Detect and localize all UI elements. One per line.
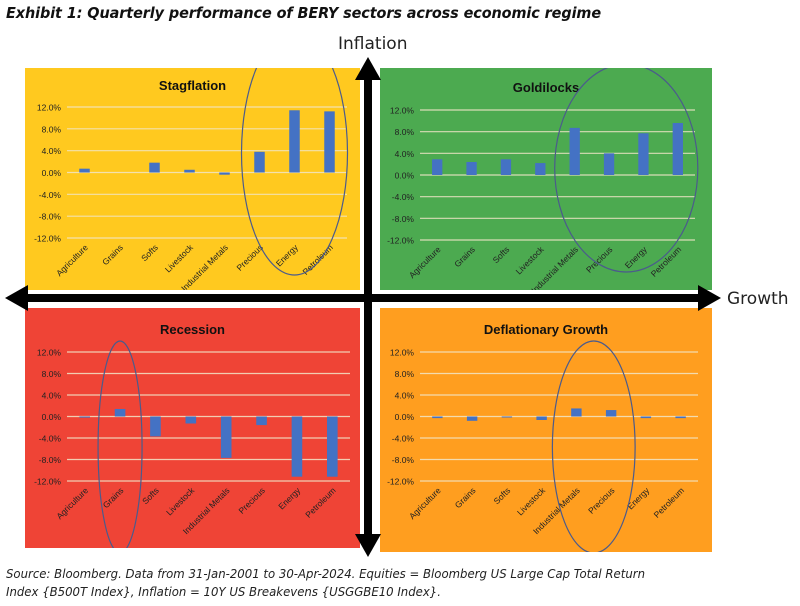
- y-tick-label: -8.0%: [39, 455, 62, 465]
- bar-softs: [150, 416, 161, 437]
- exhibit-title: Exhibit 1: Quarterly performance of BERY…: [6, 4, 602, 22]
- y-tick-label: 0.0%: [395, 412, 415, 422]
- y-tick-label: -12.0%: [34, 234, 61, 244]
- bar-petroleum: [675, 416, 686, 419]
- highlight-ellipse: [97, 340, 143, 548]
- bar-grains: [114, 408, 126, 417]
- goldilocks-title: Goldilocks: [513, 80, 579, 95]
- bar-livestock: [185, 416, 197, 424]
- bar-softs: [501, 416, 513, 418]
- bar-petroleum: [327, 416, 338, 477]
- goldilocks-panel: Goldilocks 12.0% 8.0% 4.0% 0.0% -4.0% -8.0% -12…: [380, 68, 712, 290]
- bar-industrial-metals: [571, 408, 582, 417]
- y-tick-label: 8.0%: [395, 127, 415, 137]
- vertical-axis-shaft: [364, 76, 372, 538]
- y-tick-label: -4.0%: [392, 434, 415, 444]
- bar-petroleum: [324, 111, 335, 173]
- bar-energy: [289, 110, 300, 173]
- highlight-ellipse: [554, 68, 699, 273]
- y-tick-label: 4.0%: [395, 149, 415, 159]
- goldilocks-background: [380, 68, 712, 290]
- y-tick-label: -12.0%: [387, 236, 414, 246]
- y-tick-label: 4.0%: [42, 146, 62, 156]
- y-tick-label: 12.0%: [37, 348, 62, 358]
- y-tick-label: -8.0%: [392, 455, 415, 465]
- y-tick-label: 8.0%: [395, 369, 415, 379]
- bar-energy: [638, 133, 649, 175]
- bar-agriculture: [79, 168, 90, 173]
- source-line-2: Index {B500T Index}, Inflation = 10Y US …: [6, 584, 441, 599]
- goldilocks-chart: Goldilocks 12.0% 8.0% 4.0% 0.0% -4.0% -8.0% -12…: [380, 68, 712, 290]
- deflationary_growth-background: [380, 308, 712, 552]
- y-tick-label: 4.0%: [42, 391, 62, 401]
- y-tick-label: -8.0%: [392, 214, 415, 224]
- y-tick-label: 12.0%: [390, 348, 415, 358]
- bar-livestock: [535, 163, 546, 175]
- highlight-ellipse: [551, 340, 636, 552]
- bar-agriculture: [432, 159, 443, 175]
- recession-chart: Recession 12.0% 8.0% 4.0% 0.0% -4.0% -8.0% -12.…: [25, 308, 360, 548]
- stagflation-panel: Stagflation 12.0% 8.0% 4.0% 0.0% -4.0% -8.0% -1…: [25, 68, 360, 290]
- bar-precious: [254, 151, 265, 173]
- bar-softs: [149, 162, 160, 173]
- y-tick-label: -4.0%: [392, 192, 415, 202]
- y-tick-label: -12.0%: [387, 477, 414, 487]
- stagflation-title: Stagflation: [159, 78, 226, 93]
- bar-agriculture: [79, 416, 90, 418]
- deflationary_growth-title: Deflationary Growth: [484, 322, 608, 337]
- y-tick-label: -8.0%: [39, 212, 62, 222]
- inflation-axis-label: Inflation: [338, 34, 408, 54]
- bar-industrial-metals: [220, 416, 232, 458]
- y-tick-label: -12.0%: [34, 477, 61, 487]
- y-tick-label: -4.0%: [39, 190, 62, 200]
- bar-precious: [603, 153, 615, 175]
- bar-energy: [291, 416, 303, 477]
- stagflation-background: [25, 68, 360, 290]
- bar-livestock: [536, 416, 547, 420]
- source-note: Source: Bloomberg. Data from 31-Jan-2001…: [6, 565, 645, 601]
- horizontal-axis-shaft: [22, 294, 704, 302]
- y-tick-label: 4.0%: [395, 391, 415, 401]
- bar-petroleum: [672, 123, 683, 175]
- stagflation-chart: Stagflation 12.0% 8.0% 4.0% 0.0% -4.0% -8.0% -1…: [25, 68, 360, 290]
- bar-grains: [466, 416, 478, 421]
- y-tick-label: 0.0%: [42, 168, 62, 178]
- deflationary-growth-panel: Deflationary Growth 12.0% 8.0% 4.0% 0.0% -4.0…: [380, 308, 712, 552]
- bar-grains: [466, 162, 477, 175]
- y-tick-label: 8.0%: [42, 369, 62, 379]
- bar-softs: [500, 159, 512, 175]
- bar-livestock: [184, 169, 195, 173]
- highlight-ellipse: [240, 68, 349, 276]
- recession-background: [25, 308, 360, 548]
- recession-title: Recession: [160, 322, 225, 337]
- bar-energy: [640, 416, 652, 419]
- source-line-1: Source: Bloomberg. Data from 31-Jan-2001…: [6, 566, 646, 581]
- recession-panel: Recession 12.0% 8.0% 4.0% 0.0% -4.0% -8.0% -12.…: [25, 308, 360, 548]
- bar-industrial-metals: [569, 127, 580, 175]
- deflationary_growth-chart: Deflationary Growth 12.0% 8.0% 4.0% 0.0% -4.0…: [380, 308, 712, 552]
- bar-precious: [605, 410, 617, 417]
- growth-axis-label: Growth: [727, 289, 789, 309]
- bar-industrial-metals: [219, 172, 230, 175]
- y-tick-label: 0.0%: [395, 171, 415, 181]
- y-tick-label: 12.0%: [390, 106, 415, 116]
- bar-precious: [256, 416, 267, 426]
- bar-agriculture: [432, 416, 443, 419]
- y-tick-label: 12.0%: [37, 103, 62, 113]
- y-tick-label: -4.0%: [39, 434, 62, 444]
- y-tick-label: 8.0%: [42, 124, 62, 134]
- y-tick-label: 0.0%: [42, 412, 62, 422]
